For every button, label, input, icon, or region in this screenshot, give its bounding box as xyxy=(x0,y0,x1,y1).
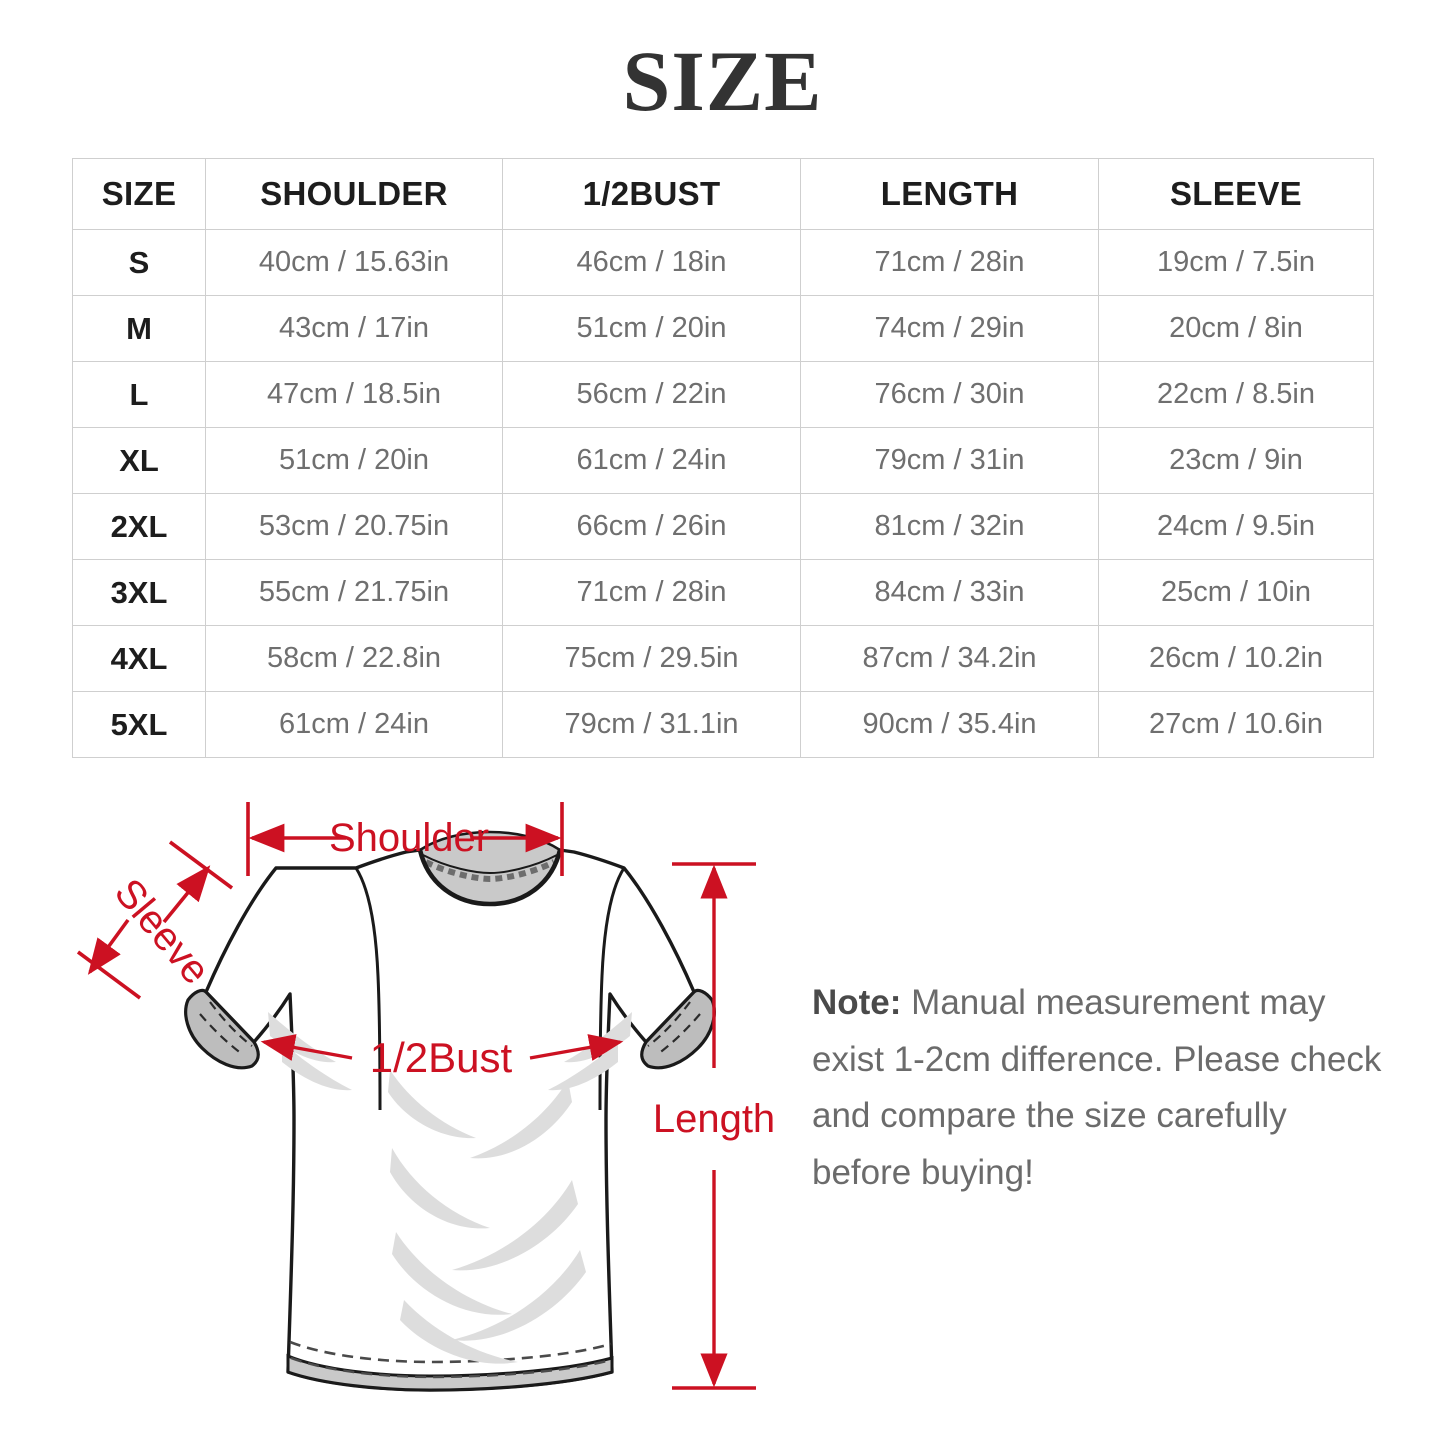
bottom-hem-stitch xyxy=(289,1340,612,1364)
table-row: M 43cm / 17in 51cm / 20in 74cm / 29in 20… xyxy=(72,295,1374,362)
cell-length: 87cm / 34.2in xyxy=(800,625,1099,692)
sleeve-cuff-left-stitch xyxy=(209,1001,253,1047)
cell-length: 76cm / 30in xyxy=(800,361,1099,428)
column-header-shoulder: SHOULDER xyxy=(205,158,503,230)
cell-size: 3XL xyxy=(72,559,206,626)
cell-shoulder: 55cm / 21.75in xyxy=(205,559,503,626)
page-title: SIZE xyxy=(622,33,823,129)
table-row: 4XL 58cm / 22.8in 75cm / 29.5in 87cm / 3… xyxy=(72,625,1374,692)
table-row: L 47cm / 18.5in 56cm / 22in 76cm / 30in … xyxy=(72,361,1374,428)
cell-shoulder: 61cm / 24in xyxy=(205,691,503,758)
cell-sleeve: 26cm / 10.2in xyxy=(1098,625,1374,692)
fabric-shading xyxy=(268,1012,632,1364)
column-header-length: LENGTH xyxy=(800,158,1099,230)
shoulder-seam-left xyxy=(354,867,382,1111)
shoulder-annotation: Shoulder xyxy=(246,802,564,876)
table-row: XL 51cm / 20in 61cm / 24in 79cm / 31in 2… xyxy=(72,427,1374,494)
cell-shoulder: 40cm / 15.63in xyxy=(205,229,503,296)
sleeve-annotation: Sleeve xyxy=(76,840,234,1000)
cell-sleeve: 22cm / 8.5in xyxy=(1098,361,1374,428)
bust-arrow-right xyxy=(529,1034,624,1061)
cell-sleeve: 19cm / 7.5in xyxy=(1098,229,1374,296)
sleeve-cuff-left-stitch2 xyxy=(199,1013,243,1055)
cell-sleeve: 27cm / 10.6in xyxy=(1098,691,1374,758)
cell-bust: 61cm / 24in xyxy=(502,427,801,494)
cell-size: 5XL xyxy=(72,691,206,758)
length-annotation: Length xyxy=(653,862,775,1390)
length-label: Length xyxy=(653,1097,775,1141)
cell-size: M xyxy=(72,295,206,362)
sleeve-tick-bottom xyxy=(76,950,142,1000)
sleeve-cuff-left xyxy=(184,988,260,1070)
cell-length: 81cm / 32in xyxy=(800,493,1099,560)
cell-bust: 75cm / 29.5in xyxy=(502,625,801,692)
sleeve-cuff-right-stitch2 xyxy=(657,1013,701,1055)
cell-sleeve: 23cm / 9in xyxy=(1098,427,1374,494)
bust-arrow-left xyxy=(260,1034,353,1061)
cell-shoulder: 47cm / 18.5in xyxy=(205,361,503,428)
cell-shoulder: 53cm / 20.75in xyxy=(205,493,503,560)
cell-sleeve: 20cm / 8in xyxy=(1098,295,1374,362)
tshirt-body-outline xyxy=(204,848,696,1392)
shoulder-label: Shoulder xyxy=(329,816,489,860)
cell-bust: 51cm / 20in xyxy=(502,295,801,362)
tshirt-illustration xyxy=(184,830,716,1392)
cell-sleeve: 24cm / 9.5in xyxy=(1098,493,1374,560)
sleeve-label: Sleeve xyxy=(106,871,218,993)
note-block: Note: Manual measurement may exist 1-2cm… xyxy=(812,975,1382,1202)
cell-bust: 66cm / 26in xyxy=(502,493,801,560)
cell-bust: 71cm / 28in xyxy=(502,559,801,626)
neckline-band xyxy=(417,849,563,907)
cell-length: 79cm / 31in xyxy=(800,427,1099,494)
cell-size: L xyxy=(72,361,206,428)
bust-label: 1/2Bust xyxy=(370,1034,513,1081)
cell-length: 90cm / 35.4in xyxy=(800,691,1099,758)
sleeve-tick-top xyxy=(168,840,234,890)
cell-size: 2XL xyxy=(72,493,206,560)
size-table: SIZE SHOULDER 1/2BUST LENGTH SLEEVE S 40… xyxy=(72,158,1374,758)
cell-bust: 56cm / 22in xyxy=(502,361,801,428)
table-row: 2XL 53cm / 20.75in 66cm / 26in 81cm / 32… xyxy=(72,493,1374,560)
bust-annotation: 1/2Bust xyxy=(260,1034,624,1081)
collar-rib-edge xyxy=(422,854,558,875)
column-header-sleeve: SLEEVE xyxy=(1098,158,1374,230)
cell-shoulder: 51cm / 20in xyxy=(205,427,503,494)
cell-shoulder: 58cm / 22.8in xyxy=(205,625,503,692)
cell-length: 84cm / 33in xyxy=(800,559,1099,626)
column-header-bust: 1/2BUST xyxy=(502,158,801,230)
sleeve-arrow-up xyxy=(162,865,211,924)
cell-shoulder: 43cm / 17in xyxy=(205,295,503,362)
cell-size: S xyxy=(72,229,206,296)
note-text: Manual measurement may exist 1-2cm diffe… xyxy=(812,983,1382,1193)
table-row: 3XL 55cm / 21.75in 71cm / 28in 84cm / 33… xyxy=(72,559,1374,626)
sleeve-cuff-right xyxy=(640,988,716,1070)
cell-length: 74cm / 29in xyxy=(800,295,1099,362)
table-header-row: SIZE SHOULDER 1/2BUST LENGTH SLEEVE xyxy=(72,158,1374,230)
column-header-size: SIZE xyxy=(72,158,206,230)
bottom-hem-stitch2 xyxy=(290,1356,612,1379)
cell-size: 4XL xyxy=(72,625,206,692)
cell-sleeve: 25cm / 10in xyxy=(1098,559,1374,626)
bottom-hem xyxy=(286,1353,614,1392)
cell-length: 71cm / 28in xyxy=(800,229,1099,296)
tshirt-measurement-diagram: Shoulder Sleeve 1/2Bust xyxy=(60,780,800,1420)
cell-bust: 79cm / 31.1in xyxy=(502,691,801,758)
collar-stitch xyxy=(424,859,556,883)
cell-bust: 46cm / 18in xyxy=(502,229,801,296)
cell-size: XL xyxy=(72,427,206,494)
table-row: 5XL 61cm / 24in 79cm / 31.1in 90cm / 35.… xyxy=(72,691,1374,758)
table-row: S 40cm / 15.63in 46cm / 18in 71cm / 28in… xyxy=(72,229,1374,296)
sleeve-arrow-down xyxy=(87,918,130,975)
note-label: Note: xyxy=(812,983,902,1022)
sleeve-cuff-right-stitch xyxy=(647,1001,691,1047)
